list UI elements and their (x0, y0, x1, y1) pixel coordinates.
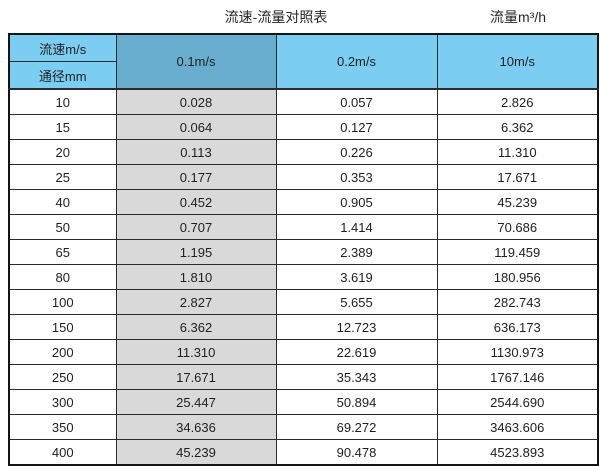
flow-value-cell: 0.057 (275, 88, 438, 115)
flow-value-cell: 1.195 (115, 239, 277, 265)
flow-value-cell: 1.414 (275, 214, 438, 240)
flow-value-cell: 50.894 (275, 389, 438, 415)
table-row: 200 11.310 22.619 1130.973 (8, 339, 599, 365)
col-header-0-2ms: 0.2m/s (275, 33, 438, 90)
flow-unit-label: 流量m³/h (490, 9, 546, 25)
flow-value-cell: 34.636 (115, 414, 277, 440)
flow-value-cell: 4523.893 (436, 439, 599, 466)
flow-value-cell: 35.343 (275, 364, 438, 390)
flow-value-cell: 5.655 (275, 289, 438, 315)
flow-value-cell: 0.452 (115, 189, 277, 215)
table-row: 100 2.827 5.655 282.743 (8, 289, 599, 315)
flow-value-cell: 1.810 (115, 264, 277, 290)
flow-value-cell: 0.028 (115, 88, 277, 115)
table-row: 20 0.113 0.226 11.310 (8, 139, 599, 165)
flow-value-cell: 69.272 (275, 414, 438, 440)
diameter-cell: 25 (8, 164, 117, 190)
diameter-cell: 200 (8, 339, 117, 365)
flow-value-cell: 119.459 (436, 239, 599, 265)
table-row: 10 0.028 0.057 2.826 (8, 88, 599, 115)
flow-value-cell: 17.671 (436, 164, 599, 190)
flow-value-cell: 0.353 (275, 164, 438, 190)
flow-value-cell: 6.362 (115, 314, 277, 340)
flow-value-cell: 2.827 (115, 289, 277, 315)
flow-value-cell: 0.905 (275, 189, 438, 215)
table-row: 50 0.707 1.414 70.686 (8, 214, 599, 240)
flow-value-cell: 2544.690 (436, 389, 599, 415)
flow-value-cell: 70.686 (436, 214, 599, 240)
flow-value-cell: 3463.606 (436, 414, 599, 440)
flow-value-cell: 0.127 (275, 114, 438, 140)
table-row: 80 1.810 3.619 180.956 (8, 264, 599, 290)
col-header-10ms: 10m/s (436, 33, 599, 90)
flow-value-cell: 1130.973 (436, 339, 599, 365)
col-header-0-1ms: 0.1m/s (115, 33, 277, 90)
table-row: 40 0.452 0.905 45.239 (8, 189, 599, 215)
flow-value-cell: 180.956 (436, 264, 599, 290)
flow-value-cell: 6.362 (436, 114, 599, 140)
diameter-cell: 150 (8, 314, 117, 340)
diameter-cell: 10 (8, 88, 117, 115)
flow-value-cell: 0.707 (115, 214, 277, 240)
table-row: 150 6.362 12.723 636.173 (8, 314, 599, 340)
header-row-velocity: 流速m/s 0.1m/s 0.2m/s 10m/s (8, 33, 599, 90)
diameter-cell: 65 (8, 239, 117, 265)
flow-value-cell: 22.619 (275, 339, 438, 365)
diameter-cell: 350 (8, 414, 117, 440)
table-row: 65 1.195 2.389 119.459 (8, 239, 599, 265)
table-header: 流速m/s 0.1m/s 0.2m/s 10m/s 通径mm (8, 33, 599, 90)
flow-value-cell: 0.226 (275, 139, 438, 165)
flow-value-cell: 0.177 (115, 164, 277, 190)
flow-value-cell: 0.064 (115, 114, 277, 140)
table-row: 25 0.177 0.353 17.671 (8, 164, 599, 190)
diameter-cell: 100 (8, 289, 117, 315)
diameter-cell: 80 (8, 264, 117, 290)
diameter-cell: 40 (8, 189, 117, 215)
flow-value-cell: 17.671 (115, 364, 277, 390)
flow-value-cell: 1767.146 (436, 364, 599, 390)
flow-value-cell: 11.310 (436, 139, 599, 165)
flow-value-cell: 0.113 (115, 139, 277, 165)
diameter-cell: 250 (8, 364, 117, 390)
header-row-diameter: 通径mm (8, 61, 598, 90)
corner-label-velocity: 流速m/s (8, 33, 117, 62)
table-row: 250 17.671 35.343 1767.146 (8, 364, 599, 390)
flow-value-cell: 636.173 (436, 314, 599, 340)
table-body: 10 0.028 0.057 2.826 15 0.064 0.127 6.36… (8, 88, 599, 466)
diameter-cell: 15 (8, 114, 117, 140)
table-row: 300 25.447 50.894 2544.690 (8, 389, 599, 415)
page-title: 流速-流量对照表 (224, 9, 328, 25)
diameter-cell: 400 (8, 439, 117, 466)
flow-value-cell: 45.239 (436, 189, 599, 215)
table-row: 15 0.064 0.127 6.362 (8, 114, 599, 140)
table-row: 350 34.636 69.272 3463.606 (8, 414, 599, 440)
flow-value-cell: 2.389 (275, 239, 438, 265)
flow-value-cell: 282.743 (436, 289, 599, 315)
corner-label-diameter: 通径mm (8, 61, 117, 90)
flow-value-cell: 12.723 (275, 314, 438, 340)
flow-value-cell: 25.447 (115, 389, 277, 415)
velocity-flow-table: 流速m/s 0.1m/s 0.2m/s 10m/s 通径mm 10 0.028 … (8, 33, 599, 466)
diameter-cell: 20 (8, 139, 117, 165)
table-row: 400 45.239 90.478 4523.893 (8, 439, 599, 466)
flow-value-cell: 11.310 (115, 339, 277, 365)
flow-value-cell: 2.826 (436, 88, 599, 115)
flow-value-cell: 3.619 (275, 264, 438, 290)
top-label-strip: 流速-流量对照表 流量m³/h (0, 0, 600, 33)
flow-value-cell: 90.478 (275, 439, 438, 466)
diameter-cell: 300 (8, 389, 117, 415)
flow-value-cell: 45.239 (115, 439, 277, 466)
diameter-cell: 50 (8, 214, 117, 240)
